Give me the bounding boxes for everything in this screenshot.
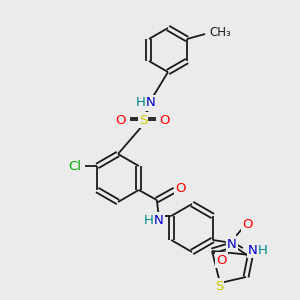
Text: N: N [227, 238, 237, 250]
Text: S: S [215, 280, 223, 292]
Text: O: O [160, 113, 170, 127]
Text: S: S [139, 113, 147, 127]
Text: CH₃: CH₃ [209, 26, 231, 38]
Text: S: S [226, 236, 235, 248]
Text: O: O [217, 254, 227, 266]
Text: O: O [176, 182, 186, 194]
Text: H: H [136, 97, 146, 110]
Text: H: H [258, 244, 268, 256]
Text: N: N [146, 97, 156, 110]
Text: N: N [154, 214, 164, 226]
Text: N: N [248, 244, 258, 256]
Text: Cl: Cl [69, 160, 82, 172]
Text: O: O [116, 113, 126, 127]
Text: H: H [144, 214, 154, 226]
Text: O: O [242, 218, 253, 232]
